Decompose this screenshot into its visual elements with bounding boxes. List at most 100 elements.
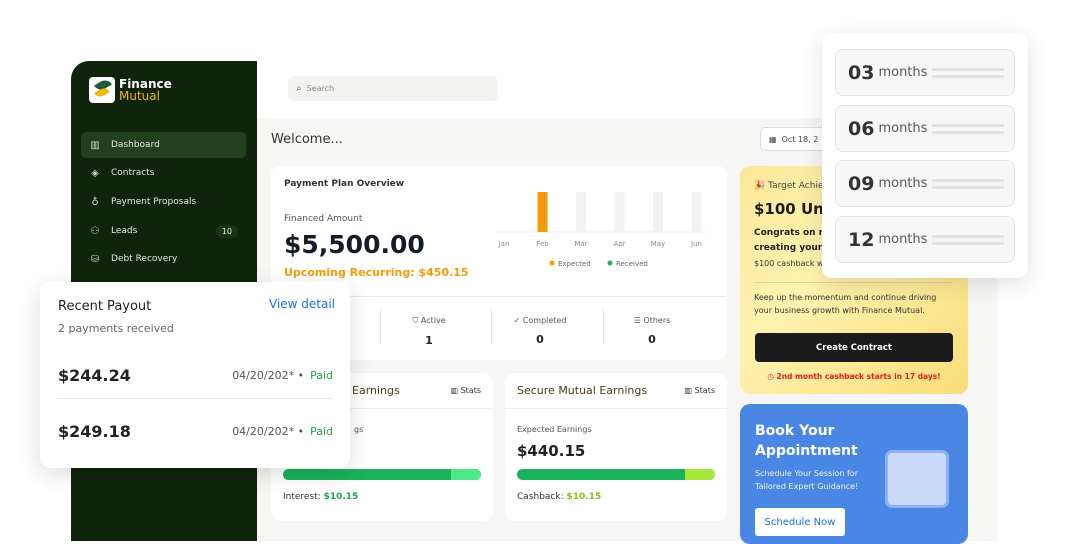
leads-badge: 10 [215, 224, 238, 238]
sidebar-item-payment-proposals[interactable]: ♁ Payment Proposals [81, 189, 246, 215]
list-icon: ☰ [633, 316, 641, 325]
earnings-value: $440.15 [517, 442, 586, 460]
view-detail-link[interactable]: View detail [269, 297, 336, 311]
divider [491, 309, 492, 344]
logo[interactable]: Finance Mutual [89, 77, 172, 103]
foot-label: Interest: [283, 492, 324, 502]
target-body: Keep up the momentum and continue drivin… [754, 293, 937, 315]
term-option-03[interactable]: 03 months [835, 49, 1015, 96]
stat-label: Completed [522, 316, 567, 325]
stat-completed: ✓ Completed 0 [485, 316, 595, 346]
sidebar-item-label: Debt Recovery [111, 254, 178, 264]
term-number: 12 [848, 228, 875, 251]
card-title: Payment Plan Overview [284, 179, 405, 189]
clock-icon: ◷ [767, 372, 774, 381]
stats-button[interactable]: ▥ Stats [450, 386, 481, 395]
bar-track [576, 192, 586, 232]
sidebar-item-label: Payment Proposals [111, 197, 197, 207]
earnings-label: Expected Earnings [517, 425, 592, 434]
shield-icon: ⛉ [412, 316, 419, 325]
term-selector: 03 months 06 months 09 months 12 months [822, 33, 1028, 278]
x-tick-label: Jun [690, 240, 702, 248]
stat-value: 1 [425, 334, 433, 347]
term-unit: months [878, 176, 928, 191]
appointment-card: Book Your Appointment Schedule Your Sessi… [740, 404, 968, 544]
term-unit: months [878, 232, 928, 247]
sidebar-item-contracts[interactable]: ◈ Contracts [81, 160, 246, 186]
cashback-countdown: 2nd month cashback starts in 17 days! [776, 372, 941, 381]
appointment-body: Tailored Expert Guidance! [755, 482, 859, 491]
divider [603, 309, 604, 344]
sidebar-item-label: Leads [111, 226, 138, 236]
sidebar-item-dashboard[interactable]: ▥ Dashboard [81, 132, 246, 158]
appointment-title: Book Your [755, 423, 835, 439]
x-tick-label: May [651, 240, 665, 248]
logo-icon [89, 77, 115, 103]
stats-label: Stats [694, 386, 715, 395]
stats-button[interactable]: ▥ Stats [684, 386, 715, 395]
x-tick-label: Feb [536, 240, 549, 248]
congrats-line: Congrats on r [754, 228, 824, 238]
sidebar-item-leads[interactable]: ⚇ Leads 10 [81, 218, 246, 244]
check-badge-icon: ✓ [513, 316, 521, 325]
payout-date: 04/20/202* • [232, 369, 305, 382]
hand-coins-icon: ⛁ [90, 253, 100, 265]
congrats-line: creating your [754, 243, 823, 253]
legend-label: Expected [558, 260, 591, 268]
term-number: 03 [848, 61, 875, 84]
calendar-illustration-icon [885, 450, 949, 508]
appointment-body: Schedule Your Session for [755, 469, 858, 478]
foot-value: $10.15 [566, 492, 602, 502]
bar-expected-Feb [537, 192, 548, 232]
schedule-now-button[interactable]: Schedule Now [755, 508, 845, 536]
payout-date: 04/20/202* • [232, 425, 305, 438]
foot-label: Cashback: [517, 492, 567, 502]
earnings-title: Earnings [352, 384, 400, 397]
bar-track [614, 192, 625, 232]
payout-row: $249.18 04/20/202* • Paid [58, 422, 333, 441]
divider [281, 296, 726, 297]
x-tick-label: Jan [498, 240, 510, 248]
term-option-09[interactable]: 09 months [835, 160, 1015, 207]
legend-label: Received [616, 260, 648, 268]
term-number: 09 [848, 172, 875, 195]
brand-line1: Finance [119, 77, 172, 91]
calendar-icon: ▦ [769, 134, 777, 144]
earnings-progress [283, 469, 481, 480]
term-option-12[interactable]: 12 months [835, 216, 1015, 263]
term-unit: months [878, 121, 928, 136]
financed-value: $5,500.00 [284, 230, 425, 259]
payout-amount: $249.18 [58, 422, 131, 441]
foot-value: $10.15 [323, 492, 359, 502]
payout-title: Recent Payout [58, 299, 152, 314]
bar-track [653, 192, 663, 232]
term-unit: months [878, 65, 928, 80]
payout-subtitle: 2 payments received [58, 322, 174, 335]
search-placeholder: Search [306, 84, 335, 93]
stat-others: ☰ Others 0 [597, 316, 707, 346]
sidebar-item-label: Contracts [111, 168, 155, 178]
sidebar-item-debt-recovery[interactable]: ⛁ Debt Recovery [81, 246, 246, 272]
earnings-progress [517, 469, 715, 480]
term-number: 06 [848, 117, 875, 140]
stat-label: Active [420, 316, 446, 325]
payout-status: Paid [310, 369, 333, 382]
target-kicker: Target Achiev [768, 181, 829, 191]
create-contract-button[interactable]: Create Contract [755, 333, 953, 362]
appointment-title: Appointment [755, 443, 858, 459]
legend-marker [549, 260, 555, 266]
sidebar-item-label: Dashboard [111, 140, 160, 150]
divider [58, 398, 333, 399]
term-option-06[interactable]: 06 months [835, 105, 1015, 152]
payment-chart: Jan Feb Mar Apr May Jun Expected Received [496, 192, 708, 268]
payout-status: Paid [310, 425, 333, 438]
stats-label: Stats [460, 386, 481, 395]
divider [754, 282, 952, 283]
stat-label: Others [643, 316, 671, 325]
earnings-title: Secure Mutual Earnings [517, 384, 648, 397]
search-input[interactable]: ⌕ Search [288, 76, 498, 101]
cashback-text: $100 cashback w [754, 259, 824, 268]
stat-value: 0 [648, 333, 656, 346]
x-tick-label: Apr [613, 240, 625, 248]
target-title: $100 Unl [754, 200, 829, 218]
